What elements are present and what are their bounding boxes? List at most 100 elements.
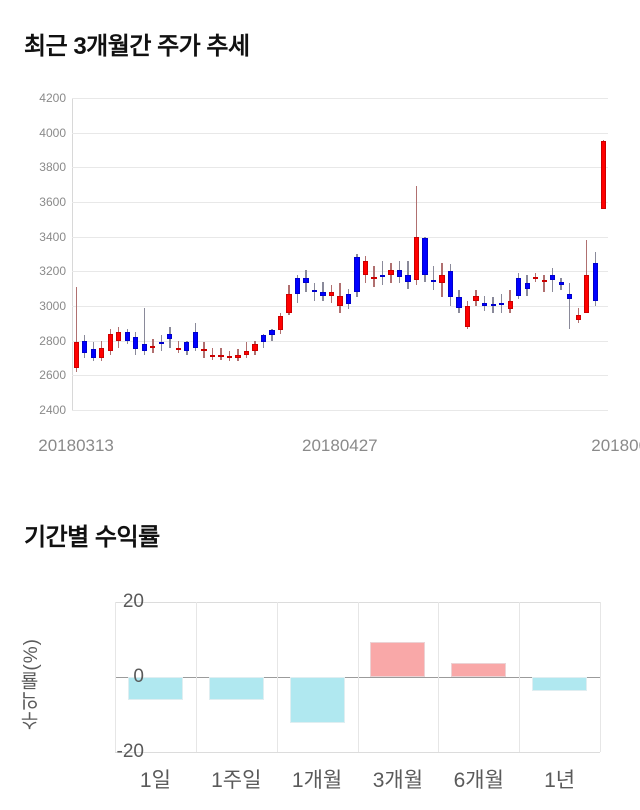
candlestick-bar	[379, 98, 386, 410]
candlestick-wick	[381, 260, 384, 286]
candlestick-body	[107, 333, 113, 352]
candlestick-y-tick-label: 2800	[39, 333, 66, 348]
candlestick-bar	[541, 98, 547, 410]
candlestick-bar	[235, 98, 241, 410]
candlestick-body	[82, 340, 88, 353]
candlestick-y-tick-label: 3200	[39, 264, 66, 279]
candlestick-bar	[601, 98, 607, 410]
candlestick-body	[371, 276, 377, 279]
candlestick-bar	[533, 98, 539, 410]
candlestick-bar	[388, 98, 394, 410]
candlestick-bar	[175, 98, 181, 410]
candlestick-body	[73, 342, 79, 369]
candlestick-bar	[192, 98, 198, 410]
candlestick-bar	[567, 98, 573, 410]
candlestick-wick	[211, 347, 214, 360]
candlestick-body	[481, 302, 488, 306]
candlestick-bar	[456, 98, 462, 410]
candlestick-body	[294, 278, 301, 294]
candlestick-bar	[507, 98, 513, 410]
candlestick-bar	[243, 98, 250, 410]
candlestick-bar	[167, 98, 173, 410]
bar-chart-category-divider	[115, 602, 116, 752]
candlestick-bar	[516, 98, 522, 410]
candlestick-body	[550, 274, 556, 280]
bar-chart-bar[interactable]	[289, 677, 345, 724]
candlestick-body	[320, 292, 326, 296]
candlestick-body	[439, 274, 445, 284]
candlestick-body	[345, 293, 352, 305]
candlestick-body	[90, 349, 96, 358]
candlestick-bar	[116, 98, 122, 410]
candlestick-wick	[143, 307, 145, 355]
candlestick-bar	[73, 98, 79, 410]
candlestick-y-axis-line	[72, 98, 73, 410]
candlestick-gridline	[72, 167, 608, 169]
candlestick-body	[499, 302, 505, 305]
bar-chart-category-divider	[357, 602, 359, 752]
candlestick-gridline	[72, 132, 608, 134]
candlestick-gridline	[72, 236, 608, 238]
candlestick-y-tick-label: 3800	[39, 160, 66, 175]
bar-chart-gridline	[115, 752, 600, 753]
candlestick-wick	[415, 186, 418, 286]
candlestick-body	[286, 293, 292, 313]
candlestick-body	[396, 269, 403, 277]
period-returns-bar-chart: 수익률(%) 20 0 -20 1일 1주일 1개월 3개월 6개월 1년	[0, 580, 640, 810]
bar-chart-y-tick-label: 0	[133, 666, 144, 687]
candlestick-bar	[439, 98, 445, 410]
candlestick-bar	[464, 98, 471, 410]
candlestick-body	[533, 276, 539, 279]
bar-chart-bar[interactable]	[532, 677, 588, 691]
bar-chart-bar[interactable]	[127, 677, 183, 700]
candlestick-body	[243, 351, 250, 355]
candlestick-body	[141, 344, 147, 352]
candlestick-body	[575, 314, 581, 320]
candlestick-bar	[294, 98, 301, 410]
candlestick-body	[303, 278, 309, 284]
candlestick-wick	[245, 342, 248, 358]
candlestick-y-tick-label: 3000	[39, 299, 66, 313]
candlestick-bar	[209, 98, 215, 410]
candlestick-body	[473, 295, 479, 301]
bar-chart-x-tick-label: 1일	[139, 769, 171, 792]
candlestick-wick	[551, 267, 554, 293]
candlestick-bar	[303, 98, 309, 410]
candlestick-bar	[269, 98, 275, 410]
candlestick-wick	[373, 266, 375, 287]
candlestick-gridline	[72, 410, 608, 411]
candlestick-body	[388, 269, 394, 275]
candlestick-y-tick-label: 4200	[39, 91, 66, 105]
candlestick-body	[277, 316, 284, 331]
candlestick-bar	[286, 98, 292, 410]
candlestick-bar	[252, 98, 258, 410]
bar-chart-category-divider	[519, 602, 521, 752]
candlestick-bar	[550, 98, 556, 410]
bar-chart-plot-area	[115, 602, 601, 753]
candlestick-body	[260, 335, 267, 343]
candlestick-body	[328, 292, 335, 296]
candlestick-bar	[345, 98, 352, 410]
bar-chart-bar[interactable]	[451, 663, 507, 677]
candlestick-body	[592, 262, 598, 301]
candlestick-x-tick-label: 20180427	[302, 436, 378, 455]
candlestick-bar	[337, 98, 343, 410]
candlestick-body	[158, 342, 164, 345]
candlestick-body	[430, 280, 437, 282]
candlestick-body	[541, 280, 547, 282]
candlestick-bar	[218, 98, 224, 410]
candlestick-body	[150, 345, 156, 348]
candlestick-wick	[568, 283, 571, 329]
bar-chart-x-tick-label: 1주일	[211, 769, 262, 792]
candlestick-body	[175, 347, 181, 350]
candlestick-y-tick-label: 3400	[39, 229, 66, 244]
candlestick-bar	[311, 98, 318, 410]
candlestick-body	[133, 337, 139, 350]
bar-chart-x-tick-label: 1년	[544, 769, 576, 792]
bar-chart-bar[interactable]	[208, 677, 264, 700]
candlestick-gridline	[72, 375, 608, 377]
bar-chart-x-tick-label: 1개월	[291, 769, 343, 792]
candlestick-x-tick-label: 20180313	[38, 436, 114, 455]
bar-chart-bar[interactable]	[370, 642, 426, 677]
